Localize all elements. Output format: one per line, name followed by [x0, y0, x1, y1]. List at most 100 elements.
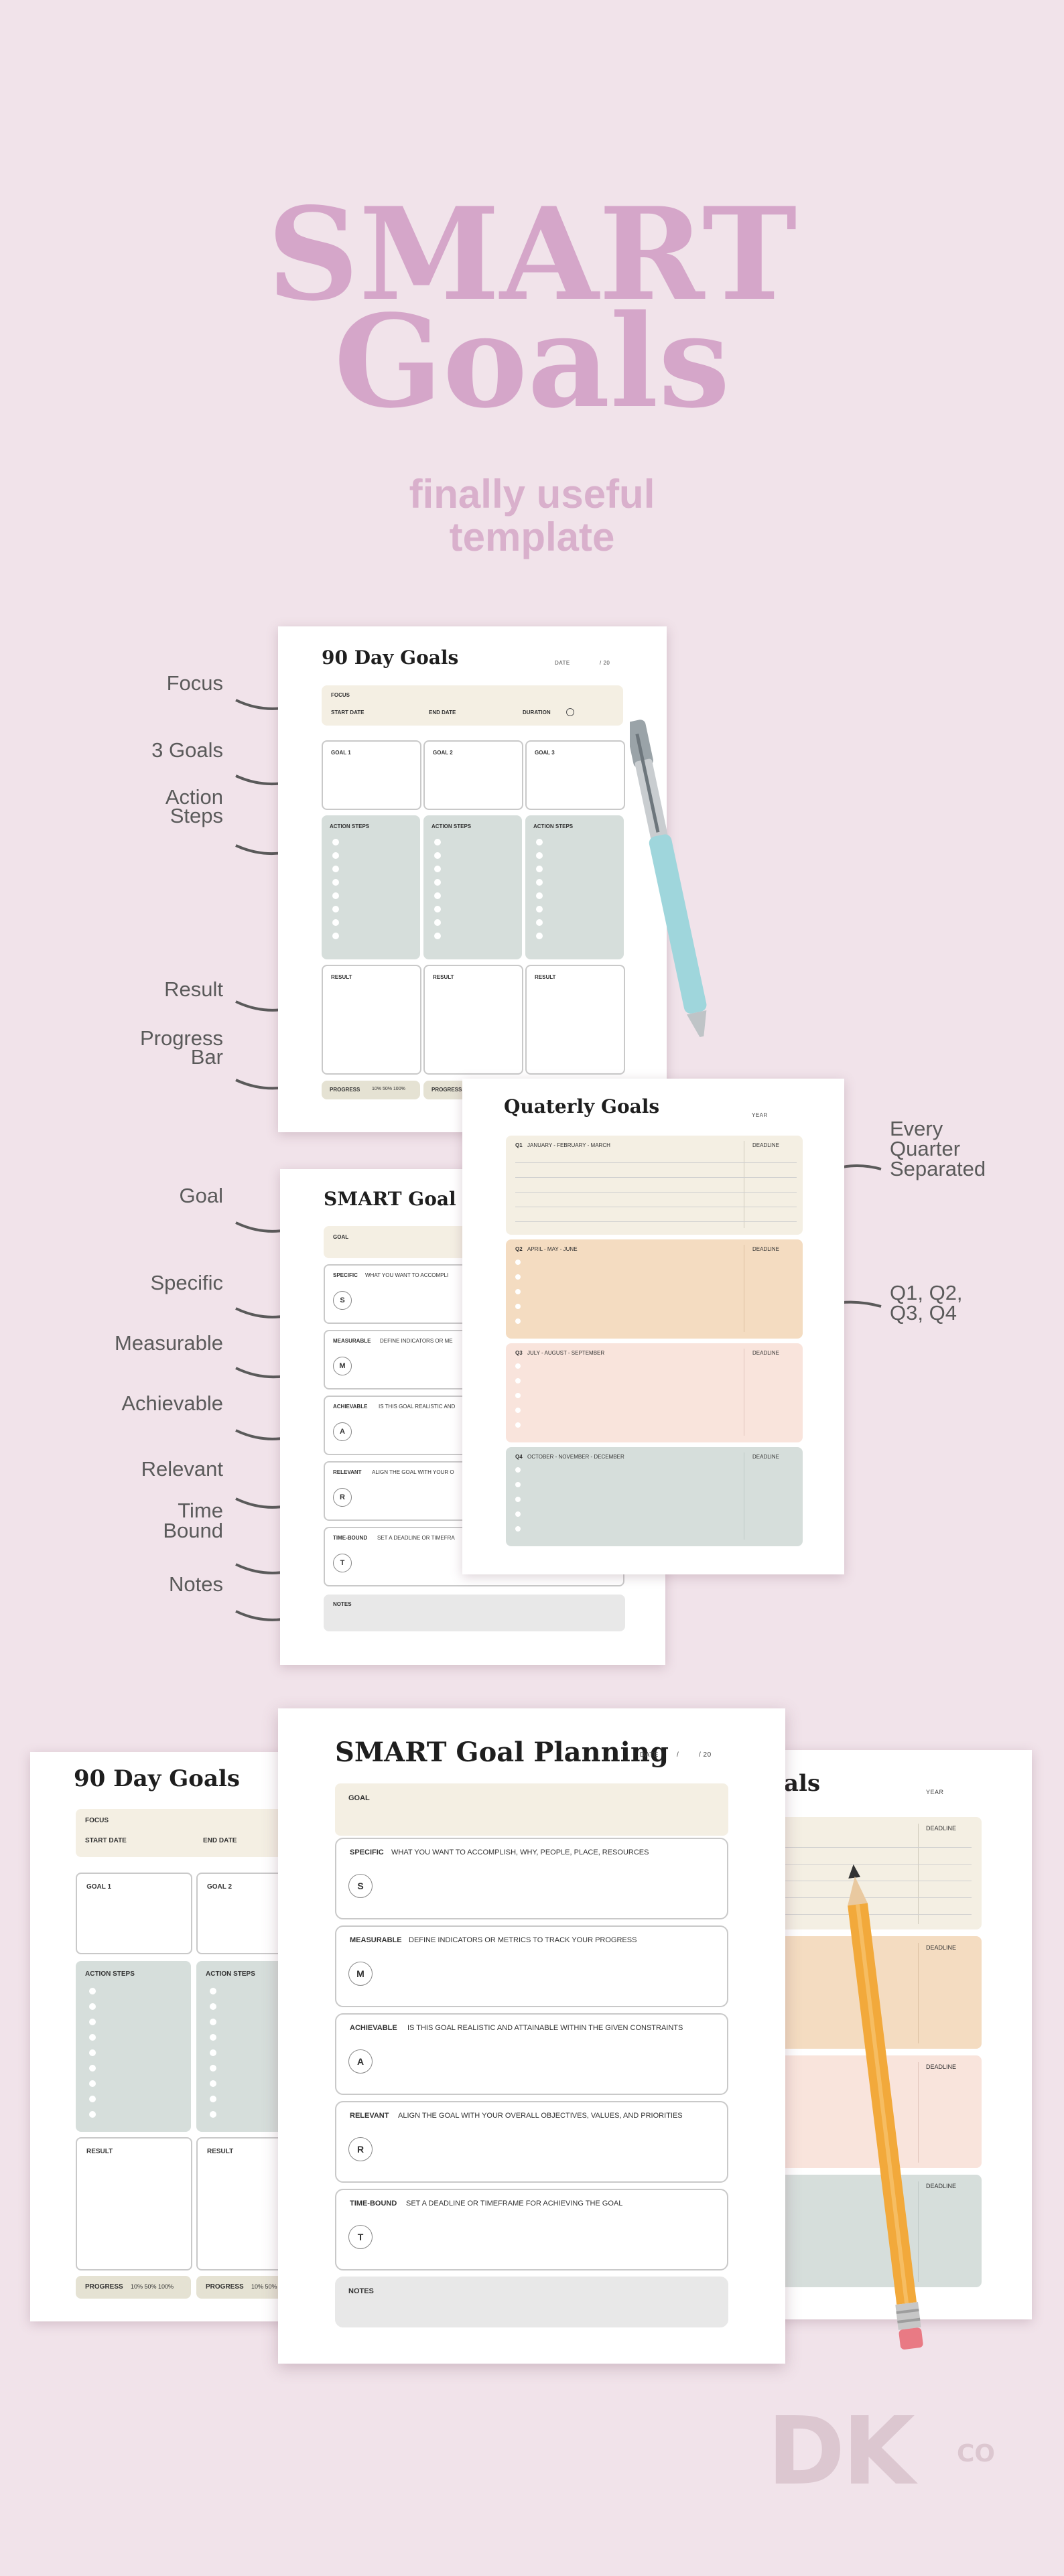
- specific-text: WHAT YOU WANT TO ACCOMPLI: [365, 1272, 449, 1278]
- partial-title: als: [784, 1770, 821, 1797]
- focus-box: FOCUS START DATE END DATE: [76, 1809, 312, 1857]
- start-date-label: START DATE: [85, 1837, 127, 1844]
- time-bound-box: TIME-BOUND SET A DEADLINE OR TIMEFRAME F…: [335, 2189, 728, 2270]
- callout-every-1: Every: [890, 1117, 943, 1140]
- sheet-smart-goal-planning: SMART Goal Planning DATE / / 20 GOAL SPE…: [278, 1708, 785, 2364]
- progress-label: PROGRESS: [431, 1087, 462, 1093]
- callout-time-2: Bound: [163, 1519, 223, 1542]
- letter-m: M: [333, 1357, 352, 1375]
- specific-key: SPECIFIC: [350, 1848, 384, 1856]
- callout-notes: Notes: [169, 1572, 223, 1596]
- letter-s: S: [333, 1291, 352, 1310]
- action-steps-1: ACTION STEPS: [76, 1961, 191, 2132]
- result-label: RESULT: [433, 974, 454, 980]
- year-label: YEAR: [926, 1789, 944, 1795]
- brand-logo-sub: CO: [957, 2440, 996, 2467]
- callout-progress-2: Bar: [190, 1045, 223, 1069]
- date-slash: /: [677, 1751, 679, 1759]
- deadline-label: DEADLINE: [926, 1825, 957, 1832]
- relevant-key: RELEVANT: [350, 2112, 389, 2120]
- q4-months: OCTOBER - NOVEMBER - DECEMBER: [527, 1454, 624, 1460]
- clock-icon: [566, 708, 574, 716]
- goal-2-label: GOAL 2: [433, 750, 453, 756]
- action-steps-label: ACTION STEPS: [533, 823, 574, 829]
- end-date-label: END DATE: [429, 709, 456, 716]
- page-title: 90 Day Goals: [74, 1765, 241, 1792]
- measurable-key: MEASURABLE: [333, 1338, 371, 1344]
- action-steps-label: ACTION STEPS: [330, 823, 370, 829]
- q2-box: Q2 APRIL - MAY - JUNE DEADLINE: [506, 1239, 803, 1339]
- q2-label: Q2: [515, 1246, 523, 1252]
- progress-marks: 10% 50% 100%: [251, 2283, 295, 2290]
- date-label: DATE: [640, 1751, 659, 1759]
- callout-achievable: Achievable: [121, 1392, 223, 1415]
- callout-measurable: Measurable: [115, 1331, 223, 1355]
- q4-box: DEADLINE: [757, 2175, 982, 2287]
- date-year: / 20: [600, 660, 610, 666]
- goal-label: GOAL: [333, 1234, 349, 1240]
- callout-progress-1: Progress: [139, 1026, 223, 1050]
- progress-label: PROGRESS: [85, 2283, 123, 2291]
- q1-label: Q1: [515, 1142, 523, 1148]
- achievable-text: IS THIS GOAL REALISTIC AND: [379, 1404, 456, 1410]
- action-steps-label: ACTION STEPS: [206, 1970, 255, 1978]
- letter-t: T: [348, 2225, 373, 2249]
- action-steps-label: ACTION STEPS: [85, 1970, 135, 1978]
- progress-marks: 10% 50% 100%: [131, 2283, 174, 2290]
- start-date-label: START DATE: [331, 709, 364, 716]
- goal-3-label: GOAL 3: [535, 750, 555, 756]
- year-label: YEAR: [752, 1112, 768, 1118]
- result-3: RESULT: [525, 965, 625, 1075]
- time-text: SET A DEADLINE OR TIMEFRAME FOR ACHIEVIN…: [406, 2199, 623, 2208]
- hero-title-goals: Goals: [334, 287, 730, 436]
- focus-label: FOCUS: [331, 692, 350, 698]
- q3-label: Q3: [515, 1350, 523, 1356]
- callout-action-2: Steps: [170, 804, 223, 827]
- action-steps-label: ACTION STEPS: [431, 823, 472, 829]
- letter-r: R: [348, 2137, 373, 2161]
- callout-relevant: Relevant: [141, 1457, 223, 1481]
- pencil-image: [848, 1864, 923, 2350]
- goal-2-label: GOAL 2: [207, 1883, 232, 1891]
- callout-every-2: Quarter: [890, 1137, 961, 1160]
- achievable-key: ACHIEVABLE: [350, 2024, 397, 2032]
- hero-tagline-2: template: [449, 515, 615, 559]
- q3-months: JULY - AUGUST - SEPTEMBER: [527, 1350, 605, 1356]
- specific-text: WHAT YOU WANT TO ACCOMPLISH, WHY, PEOPLE…: [391, 1848, 649, 1856]
- date-label: DATE: [555, 660, 570, 666]
- goal-2-box: GOAL 2: [423, 740, 523, 810]
- progress-bar-1: PROGRESS 10% 50% 100%: [76, 2276, 191, 2299]
- focus-label: FOCUS: [85, 1817, 109, 1824]
- result-1: RESULT: [76, 2137, 192, 2270]
- date-year: / 20: [699, 1751, 712, 1759]
- page-title: 90 Day Goals: [322, 647, 459, 669]
- relevant-text: ALIGN THE GOAL WITH YOUR OVERALL OBJECTI…: [398, 2112, 683, 2120]
- hero-title-smart: SMART: [267, 180, 797, 329]
- goal-box: GOAL: [335, 1783, 728, 1836]
- q4-box: Q4 OCTOBER - NOVEMBER - DECEMBER DEADLIN…: [506, 1447, 803, 1546]
- sheet-90-day-goals: 90 Day Goals DATE / 20 FOCUS START DATE …: [278, 626, 667, 1132]
- goal-1-box: GOAL 1: [76, 1873, 192, 1954]
- measurable-key: MEASURABLE: [350, 1936, 402, 1944]
- time-key: TIME-BOUND: [333, 1535, 368, 1541]
- deadline-label: DEADLINE: [926, 2183, 957, 2189]
- callout-time-1: Time: [178, 1499, 223, 1522]
- result-label: RESULT: [86, 2148, 113, 2155]
- goal-1-label: GOAL 1: [331, 750, 351, 756]
- duration-label: DURATION: [523, 709, 551, 716]
- notes-label: NOTES: [333, 1601, 352, 1607]
- callout-goal: Goal: [179, 1184, 223, 1207]
- brand-logo: DK: [767, 2397, 915, 2506]
- progress-label: PROGRESS: [330, 1087, 360, 1093]
- letter-a: A: [348, 2049, 373, 2074]
- deadline-label: DEADLINE: [926, 2063, 957, 2070]
- q1-box: DEADLINE: [757, 1817, 982, 1929]
- result-2: RESULT: [423, 965, 523, 1075]
- measurable-text: DEFINE INDICATORS OR ME: [380, 1338, 453, 1344]
- callout-focus: Focus: [166, 671, 223, 695]
- action-steps-3: ACTION STEPS: [525, 815, 624, 959]
- deadline-label: DEADLINE: [752, 1454, 780, 1460]
- letter-a: A: [333, 1422, 352, 1441]
- measurable-text: DEFINE INDICATORS OR METRICS TO TRACK YO…: [409, 1936, 637, 1944]
- notes-box: NOTES: [324, 1595, 625, 1631]
